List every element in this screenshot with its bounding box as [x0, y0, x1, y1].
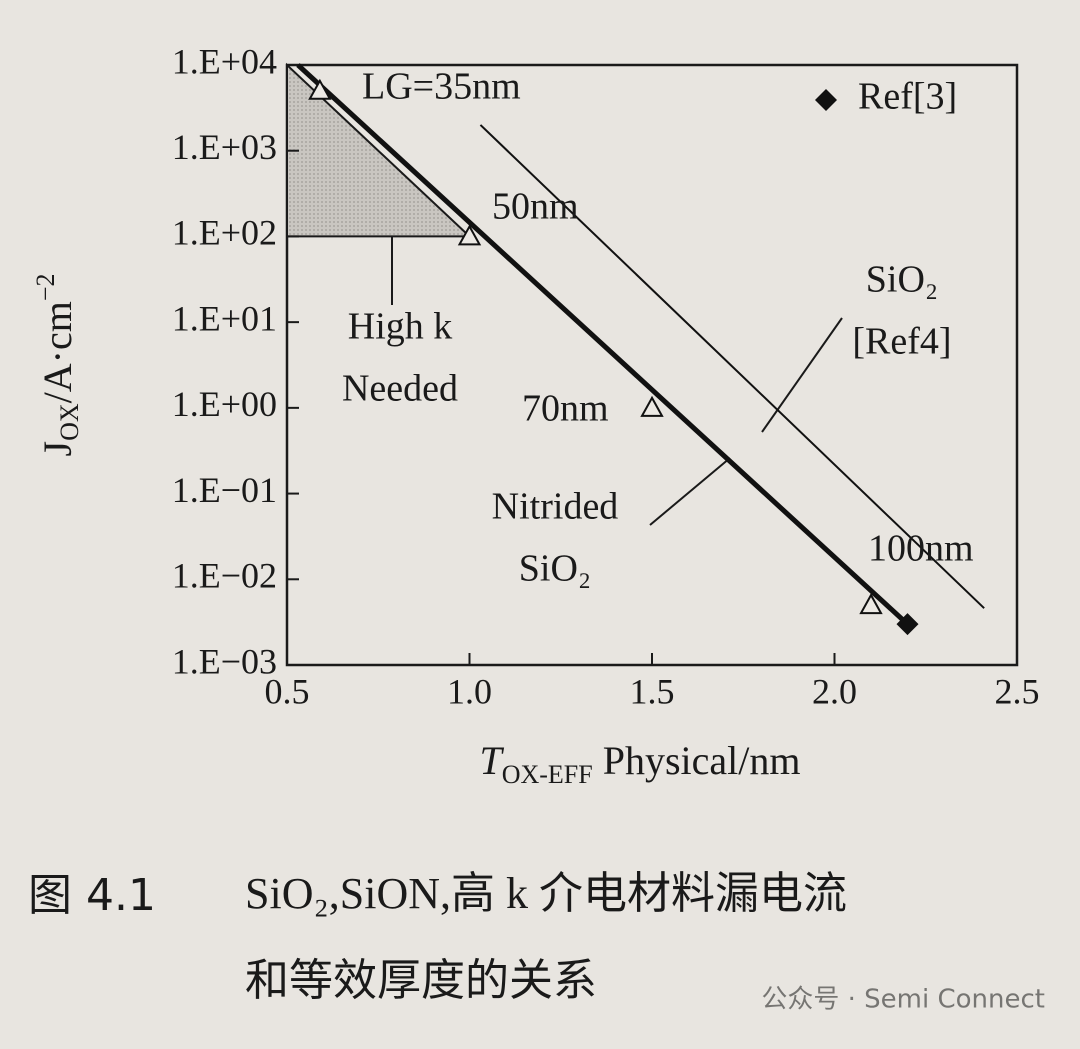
x-tick-label: 2.0	[812, 671, 857, 711]
annotation: [Ref4]	[852, 321, 951, 363]
y-tick-label: 1.E+01	[172, 298, 277, 338]
diamond-marker	[896, 613, 919, 636]
y-label-main: J	[35, 441, 80, 457]
point-label: LG=35nm	[362, 66, 521, 108]
annotation: Nitrided	[492, 486, 619, 528]
y-label-rest: /A·cm	[35, 301, 80, 403]
line-thick	[296, 63, 910, 626]
x-tick-label: 1.5	[630, 671, 675, 711]
caption-line: SiO₂,SiON,高 k 介电材料漏电流	[245, 869, 847, 918]
x-label-rest: Physical/nm	[593, 738, 801, 783]
y-axis-label: JOX/A·cm−2	[31, 274, 84, 457]
y-tick-label: 1.E+04	[172, 41, 277, 81]
x-label-main: T	[479, 738, 504, 783]
y-tick-label: 1.E+03	[172, 127, 277, 167]
triangle-marker	[640, 395, 664, 417]
pointer-line	[649, 457, 731, 526]
point-label: 50nm	[492, 186, 579, 228]
y-tick-label: 1.E+02	[172, 213, 277, 253]
point-label: 70nm	[522, 388, 609, 430]
y-label-sup: −2	[31, 274, 60, 302]
y-tick-label: 1.E−03	[172, 641, 277, 681]
triangle-marker	[308, 78, 332, 100]
point-label: 100nm	[868, 528, 974, 570]
caption-label: 图 4.1	[28, 870, 156, 921]
legend-label: Ref[3]	[858, 76, 957, 118]
x-axis-label: TOX-EFF Physical/nm	[479, 738, 800, 789]
pointer-line	[761, 317, 843, 433]
annotation: SiO₂	[519, 548, 591, 590]
annotation: SiO₂	[866, 259, 938, 301]
annotation: High k	[348, 306, 453, 348]
annotation: Needed	[342, 368, 458, 410]
line-thin	[479, 124, 985, 609]
triangle-marker	[457, 224, 482, 246]
x-tick-label: 0.5	[265, 671, 310, 711]
x-tick-label: 1.0	[447, 671, 492, 711]
watermark: 公众号 · Semi Connect	[761, 985, 1045, 1015]
y-tick-label: 1.E−01	[172, 470, 277, 510]
y-tick-label: 1.E+00	[172, 384, 277, 424]
y-tick-label: 1.E−02	[172, 556, 277, 596]
legend-marker	[815, 89, 837, 111]
caption-line: 和等效厚度的关系	[245, 956, 597, 1005]
x-label-sub: OX-EFF	[502, 760, 593, 789]
triangle-marker	[859, 593, 883, 615]
x-tick-label: 2.5	[995, 671, 1040, 711]
y-label-sub: OX	[55, 403, 84, 441]
